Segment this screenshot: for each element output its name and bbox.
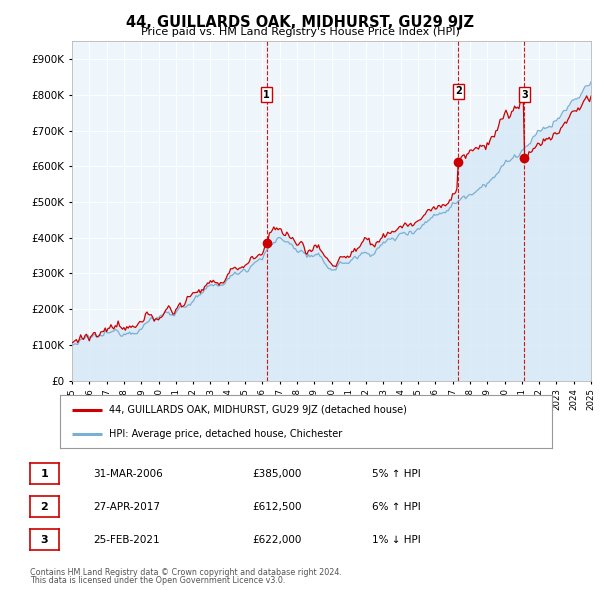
Text: 1: 1 [263,90,270,100]
Text: Contains HM Land Registry data © Crown copyright and database right 2024.: Contains HM Land Registry data © Crown c… [30,568,342,577]
Text: 1: 1 [41,469,48,478]
Text: 44, GUILLARDS OAK, MIDHURST, GU29 9JZ: 44, GUILLARDS OAK, MIDHURST, GU29 9JZ [126,15,474,30]
Text: 1% ↓ HPI: 1% ↓ HPI [372,535,421,545]
Text: 3: 3 [521,90,528,100]
Text: HPI: Average price, detached house, Chichester: HPI: Average price, detached house, Chic… [109,429,343,439]
Text: £385,000: £385,000 [252,469,301,478]
Text: 31-MAR-2006: 31-MAR-2006 [93,469,163,478]
Text: Price paid vs. HM Land Registry's House Price Index (HPI): Price paid vs. HM Land Registry's House … [140,27,460,37]
Text: 2: 2 [455,86,461,96]
Text: £622,000: £622,000 [252,535,301,545]
Text: 6% ↑ HPI: 6% ↑ HPI [372,502,421,512]
Text: £612,500: £612,500 [252,502,302,512]
Text: This data is licensed under the Open Government Licence v3.0.: This data is licensed under the Open Gov… [30,576,286,585]
Text: 3: 3 [41,535,48,545]
Text: 27-APR-2017: 27-APR-2017 [93,502,160,512]
Text: 44, GUILLARDS OAK, MIDHURST, GU29 9JZ (detached house): 44, GUILLARDS OAK, MIDHURST, GU29 9JZ (d… [109,405,407,415]
Text: 5% ↑ HPI: 5% ↑ HPI [372,469,421,478]
Text: 2: 2 [41,502,48,512]
Text: 25-FEB-2021: 25-FEB-2021 [93,535,160,545]
